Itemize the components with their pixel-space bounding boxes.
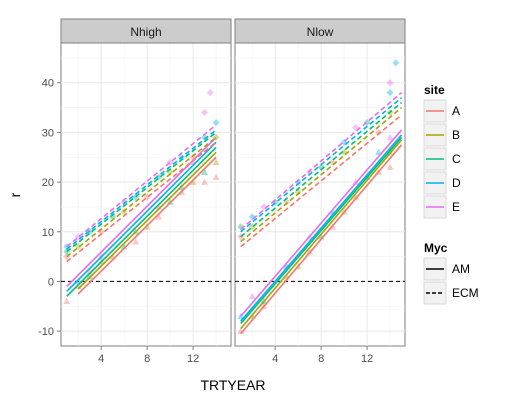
point-nlow-a-triangle bbox=[306, 248, 314, 255]
legend-title-myc: Myc bbox=[424, 241, 448, 255]
point-nhigh-b-triangle bbox=[189, 178, 197, 185]
strip-label-nlow: Nlow bbox=[307, 25, 334, 39]
point-nhigh-c-triangle bbox=[86, 272, 94, 280]
fit-line-nlow-d-am bbox=[240, 134, 403, 322]
fit-line-nlow-b-ecm bbox=[240, 106, 403, 243]
strip-nhigh bbox=[60, 18, 232, 44]
point-nhigh-b-triangle bbox=[212, 158, 220, 166]
point-nlow-a-triangle bbox=[352, 193, 360, 200]
x-tick-label-nhigh: 8 bbox=[144, 353, 150, 365]
x-tick-label-nlow: 8 bbox=[318, 353, 324, 365]
fit-line-nlow-c-ecm bbox=[240, 101, 403, 238]
x-axis-title: TRTYEAR bbox=[200, 377, 265, 393]
fit-line-nhigh-e-ecm bbox=[66, 124, 217, 248]
x-tick-label-nhigh: 12 bbox=[187, 353, 199, 365]
fit-line-nlow-c-am bbox=[240, 136, 403, 325]
fitted-lines-layer bbox=[66, 92, 403, 335]
y-tick-label: 0 bbox=[48, 276, 54, 288]
point-nlow-e-diamond bbox=[352, 123, 360, 131]
fit-line-nhigh-b-am bbox=[77, 151, 217, 290]
legend-label-d: D bbox=[452, 176, 461, 190]
fit-line-nlow-b-am bbox=[240, 139, 403, 330]
fit-line-nhigh-d-am bbox=[66, 141, 217, 292]
legend-label-c: C bbox=[452, 152, 461, 166]
fit-line-nlow-e-ecm bbox=[240, 92, 403, 230]
y-axis-title: r bbox=[7, 192, 23, 197]
fit-line-nlow-a-ecm bbox=[240, 114, 403, 248]
point-nlow-e-diamond bbox=[306, 168, 314, 176]
x-tick-label-nlow: 4 bbox=[272, 353, 278, 365]
point-nlow-a-triangle bbox=[386, 163, 394, 170]
point-nhigh-c-triangle bbox=[166, 198, 174, 205]
point-nlow-e-triangle bbox=[248, 292, 256, 300]
legend-title-site: site bbox=[424, 83, 445, 97]
strip-label-nhigh: Nhigh bbox=[130, 25, 161, 39]
strip-nlow bbox=[234, 18, 406, 44]
point-nhigh-a-triangle bbox=[212, 173, 220, 180]
grid-layer bbox=[61, 43, 405, 346]
point-nlow-d-diamond bbox=[392, 59, 400, 67]
x-tick-label-nlow: 12 bbox=[361, 353, 373, 365]
x-tick-label-nhigh: 4 bbox=[98, 353, 104, 365]
point-nhigh-a-triangle bbox=[201, 178, 209, 185]
point-nhigh-e-diamond bbox=[206, 89, 214, 97]
panel-background-nhigh bbox=[60, 42, 232, 347]
point-nhigh-a-triangle bbox=[132, 238, 140, 245]
fit-line-nhigh-a-am bbox=[77, 156, 217, 295]
y-tick-label: -10 bbox=[38, 326, 54, 338]
legend-label-ecm: ECM bbox=[452, 286, 479, 300]
legend-label-a: A bbox=[452, 104, 460, 118]
fit-line-nhigh-c-am bbox=[66, 146, 217, 297]
ticks-layer: 4 8 12 4 8 12 -10 0 10 20 30 40 bbox=[38, 78, 373, 365]
legend-label-b: B bbox=[452, 128, 460, 142]
point-nlow-e-diamond bbox=[386, 79, 394, 87]
point-nhigh-a-triangle bbox=[63, 297, 71, 305]
point-nhigh-c-diamond bbox=[201, 133, 209, 141]
y-tick-label: 10 bbox=[42, 227, 54, 239]
fit-line-nhigh-e-am bbox=[66, 136, 217, 287]
point-nhigh-e-diamond bbox=[201, 109, 209, 117]
fit-line-nlow-e-am bbox=[240, 129, 403, 317]
point-nlow-d-diamond bbox=[294, 178, 302, 186]
y-tick-label: 20 bbox=[42, 177, 54, 189]
point-nlow-d-diamond bbox=[386, 89, 394, 97]
point-nhigh-d-diamond bbox=[212, 118, 220, 126]
fit-line-nlow-d-ecm bbox=[240, 97, 403, 233]
legend-label-am: AM bbox=[452, 262, 470, 276]
y-tick-label: 30 bbox=[42, 127, 54, 139]
point-nhigh-c-triangle bbox=[201, 168, 209, 175]
legend-label-e: E bbox=[452, 200, 460, 214]
point-nlow-e-triangle bbox=[386, 133, 394, 141]
point-nlow-a-diamond bbox=[375, 128, 383, 136]
point-nhigh-c-triangle bbox=[120, 243, 128, 250]
y-tick-label: 40 bbox=[42, 78, 54, 90]
point-nhigh-a-triangle bbox=[155, 213, 163, 220]
fit-line-nlow-a-am bbox=[240, 144, 403, 335]
point-nlow-e-triangle bbox=[352, 178, 360, 185]
